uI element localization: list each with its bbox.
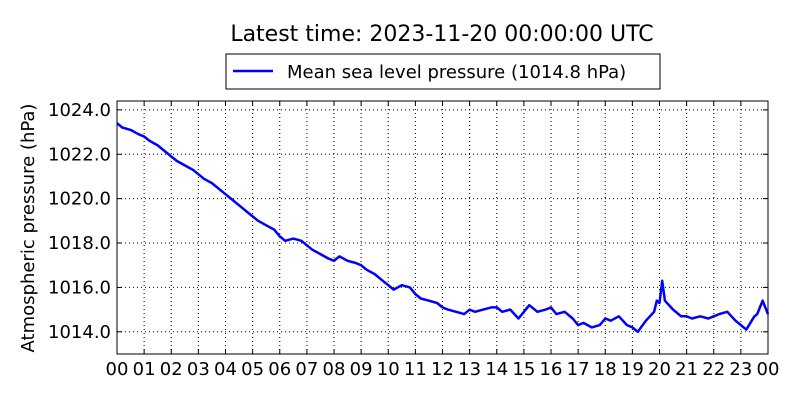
axis-ticks (116, 101, 769, 354)
x-tick-label: 03 (187, 359, 210, 380)
x-tick-label: 23 (729, 359, 752, 380)
x-tick-label: 02 (160, 359, 183, 380)
legend-series-label: Mean sea level pressure (1014.8 hPa) (287, 62, 626, 83)
x-tick-label: 16 (540, 359, 563, 380)
legend: Mean sea level pressure (1014.8 hPa) (225, 53, 661, 90)
x-tick-label: 18 (594, 359, 617, 380)
x-tick-label: 05 (241, 359, 264, 380)
y-tick-label: 1022.0 (48, 144, 111, 165)
y-tick-label: 1014.0 (48, 322, 111, 343)
x-tick-label: 07 (295, 359, 318, 380)
series-layer (116, 122, 770, 334)
x-tick-label: 06 (268, 359, 291, 380)
x-tick-label: 12 (431, 359, 454, 380)
y-tick-label: 1020.0 (48, 189, 111, 210)
x-tick-label: 01 (133, 359, 156, 380)
y-axis-label: Atmospheric pressure (hPa) (18, 104, 39, 353)
x-tick-label: 17 (567, 359, 590, 380)
x-tick-label: 13 (458, 359, 481, 380)
x-tick-label: 21 (675, 359, 698, 380)
chart-title: Latest time: 2023-11-20 00:00:00 UTC (230, 22, 653, 47)
grid-lines (117, 101, 768, 354)
x-tick-label: 08 (323, 359, 346, 380)
x-tick-label: 00 (106, 359, 129, 380)
y-tick-labels: 1014.0 1016.0 1018.0 1020.0 1022.0 1024.0 (48, 100, 111, 343)
x-tick-label: 22 (702, 359, 725, 380)
plot-frame (116, 100, 769, 355)
x-tick-label: 19 (621, 359, 644, 380)
x-tick-label: 15 (512, 359, 535, 380)
x-tick-label: 00 (757, 359, 780, 380)
x-tick-label: 14 (485, 359, 508, 380)
y-tick-label: 1018.0 (48, 233, 111, 254)
y-tick-label: 1016.0 (48, 277, 111, 298)
y-tick-label: 1024.0 (48, 100, 111, 121)
x-tick-label: 04 (214, 359, 237, 380)
x-tick-label: 09 (350, 359, 373, 380)
x-tick-label: 10 (377, 359, 400, 380)
series-line (116, 122, 770, 334)
legend-box (225, 53, 661, 90)
x-tick-label: 20 (648, 359, 671, 380)
x-tick-labels: 00 01 02 03 04 05 06 07 08 09 10 11 12 13 14 15 16 17 18 19… (106, 359, 780, 380)
x-tick-label: 11 (404, 359, 427, 380)
